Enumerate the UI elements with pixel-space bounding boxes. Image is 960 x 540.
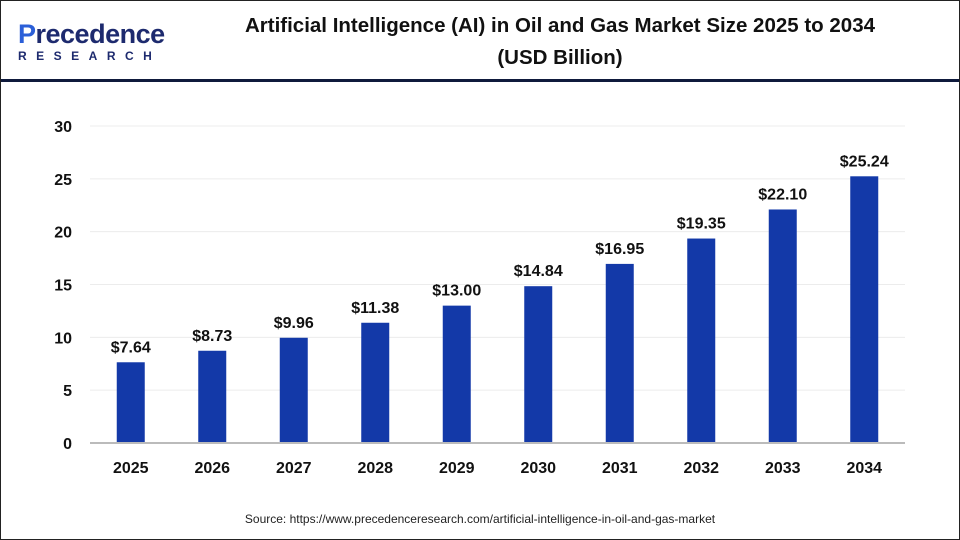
x-tick-label: 2034 bbox=[846, 460, 882, 477]
title-line: Artificial Intelligence (AI) in Oil and … bbox=[244, 14, 875, 37]
logo-line2: RESEARCH bbox=[18, 49, 162, 63]
data-label: $7.64 bbox=[111, 339, 151, 356]
y-tick-label: 10 bbox=[54, 330, 72, 347]
data-label: $11.38 bbox=[351, 300, 399, 317]
y-tick-label: 15 bbox=[54, 278, 72, 295]
data-label: $16.95 bbox=[595, 241, 644, 258]
bar-2027 bbox=[279, 337, 308, 443]
subtitle-line: (USD Billion) bbox=[497, 46, 623, 69]
x-tick-label: 2027 bbox=[276, 460, 312, 477]
bar-2026 bbox=[198, 350, 227, 443]
bar-2028 bbox=[361, 322, 390, 443]
y-tick-label: 30 bbox=[54, 119, 72, 136]
bar-2029 bbox=[442, 305, 471, 443]
data-label: $22.10 bbox=[758, 186, 807, 203]
data-label: $14.84 bbox=[514, 263, 563, 280]
x-tick-label: 2032 bbox=[683, 460, 719, 477]
bar-2033 bbox=[768, 209, 797, 443]
x-tick-label: 2025 bbox=[113, 460, 149, 477]
data-label: $13.00 bbox=[432, 283, 481, 300]
y-tick-label: 0 bbox=[63, 436, 72, 453]
x-tick-label: 2033 bbox=[765, 460, 801, 477]
x-tick-label: 2030 bbox=[520, 460, 556, 477]
bar-2032 bbox=[687, 238, 716, 443]
bar-2031 bbox=[605, 263, 634, 443]
chart-title: Artificial Intelligence (AI) in Oil and … bbox=[180, 10, 940, 74]
logo-line1: Precedence bbox=[18, 19, 165, 49]
data-label: $19.35 bbox=[677, 216, 726, 233]
data-label: $9.96 bbox=[274, 315, 314, 332]
bar-2034 bbox=[850, 176, 879, 443]
y-tick-label: 20 bbox=[54, 225, 72, 242]
header-divider bbox=[1, 79, 959, 82]
precedence-research-logo: Precedence RESEARCH bbox=[18, 20, 168, 63]
bar-2025 bbox=[116, 362, 145, 443]
data-label: $25.24 bbox=[840, 153, 889, 170]
y-tick-label: 25 bbox=[54, 172, 72, 189]
data-label: $8.73 bbox=[192, 328, 232, 345]
x-tick-label: 2026 bbox=[194, 460, 230, 477]
source-note: Source: https://www.precedenceresearch.c… bbox=[244, 512, 716, 526]
x-tick-label: 2031 bbox=[602, 460, 638, 477]
bar-2030 bbox=[524, 286, 553, 443]
x-tick-label: 2029 bbox=[439, 460, 475, 477]
y-tick-label: 5 bbox=[63, 383, 72, 400]
x-tick-label: 2028 bbox=[357, 460, 393, 477]
